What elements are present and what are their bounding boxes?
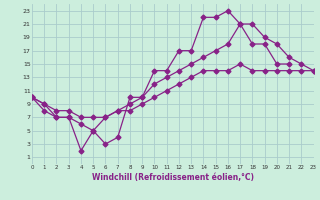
X-axis label: Windchill (Refroidissement éolien,°C): Windchill (Refroidissement éolien,°C)	[92, 173, 254, 182]
